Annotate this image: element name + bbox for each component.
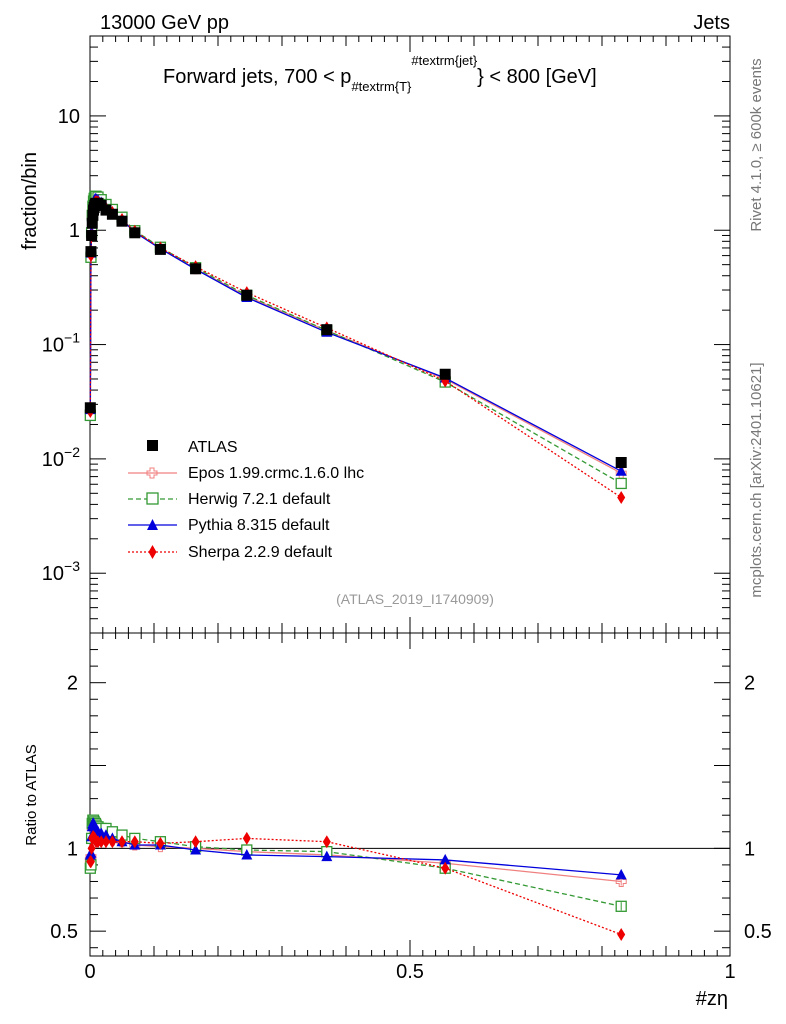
legend: ATLAS Epos 1.99.crmc.1.6.0 lhc Herwig 7.… xyxy=(128,439,364,561)
legend-marker-atlas xyxy=(147,440,158,451)
main-title: Forward jets, 700 < p#textrm{T} #textrm{j… xyxy=(163,53,597,94)
x-tick-label: 0.5 xyxy=(396,961,424,983)
main-ylabel: fraction/bin xyxy=(19,152,41,250)
data-point-atlas xyxy=(86,217,98,229)
series-line-sherpa xyxy=(90,836,622,936)
data-point-atlas xyxy=(85,246,97,258)
data-point-sherpa xyxy=(108,835,117,849)
data-point-epos xyxy=(615,875,627,887)
data-point-sherpa xyxy=(242,831,251,845)
main-title-text: Forward jets, 700 < p xyxy=(163,66,351,88)
legend-label-sherpa: Sherpa 2.2.9 default xyxy=(188,544,333,561)
data-point-pythia xyxy=(100,829,112,840)
ratio-y-tick-label: 1 xyxy=(67,838,78,860)
series-line-epos xyxy=(89,197,622,474)
main-title-sup: #textrm{jet} xyxy=(411,53,477,68)
legend-marker-herwig xyxy=(146,492,159,505)
legend-marker-sherpa xyxy=(148,545,157,559)
analysis-id: (ATLAS_2019_I1740909) xyxy=(336,591,494,607)
series-line-herwig xyxy=(89,195,622,484)
data-point-sherpa xyxy=(97,835,106,849)
data-point-atlas xyxy=(84,402,96,414)
ratio-y-tick-label: 0.5 xyxy=(50,921,78,943)
x-tick-label: 1 xyxy=(724,961,735,983)
data-point-atlas xyxy=(615,456,627,468)
legend-label-atlas: ATLAS xyxy=(188,439,238,456)
energy-label: 13000 GeV pp xyxy=(100,12,229,34)
main-panel-frame xyxy=(89,35,731,634)
data-point-atlas xyxy=(241,289,253,301)
side-label-top: Rivet 4.1.0, ≥ 600k events xyxy=(748,58,765,231)
data-point-sherpa xyxy=(118,835,126,849)
legend-entry-herwig: Herwig 7.2.1 default xyxy=(128,491,331,508)
main-title-end: } < 800 [GeV] xyxy=(477,66,597,88)
data-point-sherpa xyxy=(86,855,95,869)
data-point-herwig xyxy=(615,477,627,490)
legend-label-epos: Epos 1.99.crmc.1.6.0 lhc xyxy=(188,465,364,482)
data-point-pythia xyxy=(439,853,451,865)
ratio-panel-frame xyxy=(89,632,731,957)
data-point-pythia xyxy=(321,850,333,862)
main-series xyxy=(84,190,627,504)
data-point-sherpa xyxy=(191,835,200,849)
y-tick-label: 10 xyxy=(58,106,80,128)
ratio-y-tick-label: 2 xyxy=(67,673,78,695)
x-axis-label: #zη xyxy=(696,988,728,1010)
data-point-pythia xyxy=(615,465,627,476)
process-label: Jets xyxy=(693,12,730,34)
series-line-herwig xyxy=(89,819,622,907)
data-point-sherpa xyxy=(441,861,450,875)
y-tick-label: 10−1 xyxy=(42,330,80,357)
legend-marker-epos xyxy=(146,467,158,479)
series-line-pythia xyxy=(89,822,622,876)
data-point-atlas xyxy=(321,324,333,336)
ratio-axes: 0 0.5 1 2 2 1 1 0.5 0.5 xyxy=(50,633,772,983)
legend-marker-pythia xyxy=(147,519,158,530)
data-point-atlas xyxy=(439,368,451,380)
legend-entry-pythia: Pythia 8.315 default xyxy=(128,517,330,534)
legend-entry-sherpa: Sherpa 2.2.9 default xyxy=(128,544,333,561)
series-line-epos xyxy=(89,824,622,883)
legend-label-pythia: Pythia 8.315 default xyxy=(188,517,330,534)
legend-entry-epos: Epos 1.99.crmc.1.6.0 lhc xyxy=(128,465,364,482)
side-label-bottom: mcplots.cern.ch [arXiv:2401.10621] xyxy=(748,362,765,597)
data-point-atlas xyxy=(129,227,141,239)
ratio-y-tick-label-right: 1 xyxy=(744,838,755,860)
x-tick-label: 0 xyxy=(84,961,95,983)
data-point-pythia xyxy=(190,843,202,855)
series-line-sherpa xyxy=(89,200,622,498)
data-point-atlas xyxy=(106,208,118,220)
data-point-sherpa xyxy=(617,490,626,504)
data-point-sherpa xyxy=(130,835,139,849)
ratio-y-tick-label-right: 2 xyxy=(744,673,755,695)
data-point-atlas xyxy=(86,229,98,241)
data-point-sherpa xyxy=(87,841,96,855)
data-point-atlas xyxy=(116,215,128,227)
main-title-sub: #textrm{T} xyxy=(351,79,412,94)
data-point-pythia xyxy=(241,848,253,860)
data-point-atlas xyxy=(190,263,202,275)
legend-entry-atlas: ATLAS xyxy=(147,439,238,456)
data-point-atlas xyxy=(100,204,112,216)
data-point-sherpa xyxy=(156,836,165,850)
ratio-ylabel: Ratio to ATLAS xyxy=(23,744,40,845)
y-tick-label: 10−3 xyxy=(42,558,80,585)
data-point-sherpa xyxy=(102,835,110,849)
data-point-sherpa xyxy=(322,835,331,849)
ratio-series xyxy=(84,814,627,941)
data-point-atlas xyxy=(154,243,166,255)
main-axes: 10 1 10−1 10−2 10−3 xyxy=(42,35,731,634)
ratio-y-tick-label-right: 0.5 xyxy=(744,921,772,943)
y-tick-label: 1 xyxy=(69,220,80,242)
legend-label-herwig: Herwig 7.2.1 default xyxy=(188,491,331,508)
y-tick-label: 10−2 xyxy=(42,444,80,471)
